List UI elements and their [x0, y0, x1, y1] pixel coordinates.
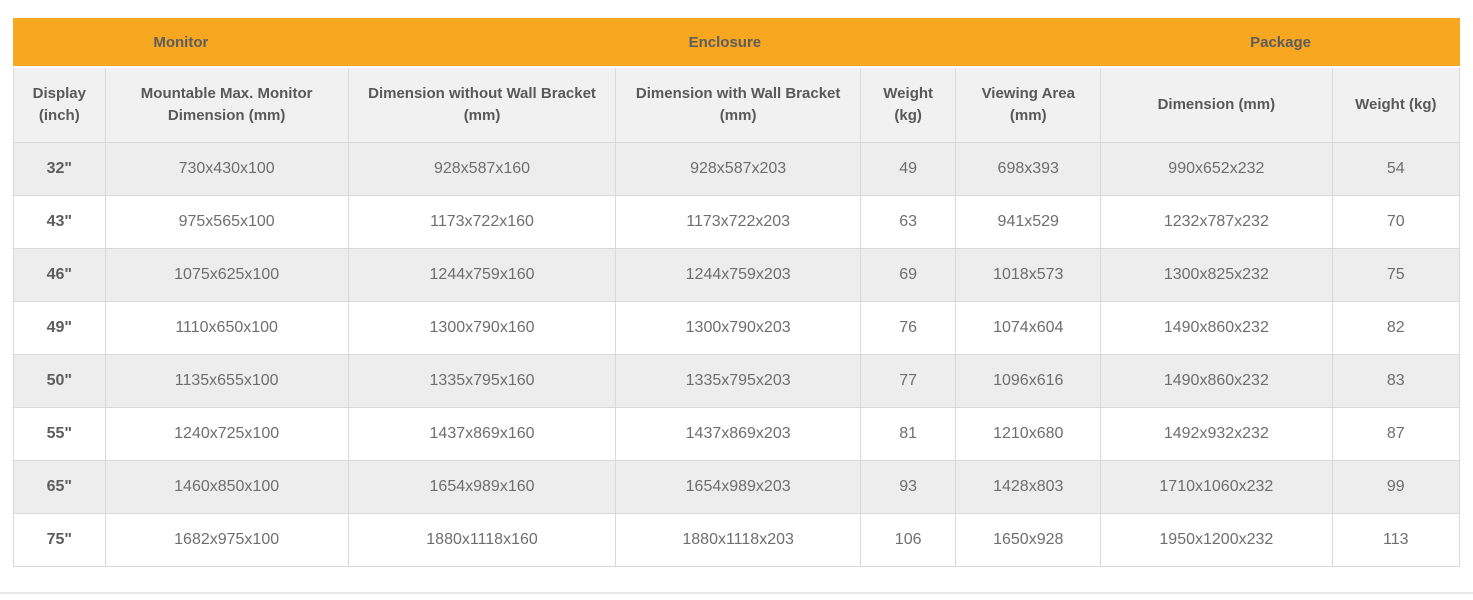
display-size-cell: 46"	[13, 249, 106, 302]
spec-value-cell: 1244x759x203	[616, 249, 861, 302]
bottom-divider	[0, 592, 1473, 594]
spec-value-cell: 990x652x232	[1101, 143, 1333, 196]
display-size-cell: 32"	[13, 143, 106, 196]
spec-value-cell: 49	[860, 143, 957, 196]
spec-value-cell: 1650x928	[956, 514, 1102, 567]
group-header-enclosure: Enclosure	[348, 18, 1102, 68]
spec-value-cell: 77	[860, 355, 957, 408]
spec-table: Monitor Enclosure Package Display (inch) Mo…	[13, 18, 1460, 567]
spec-value-cell: 1300x790x160	[348, 302, 617, 355]
column-header-3: Dimension with Wall Bracket (mm)	[616, 68, 861, 143]
table-row: 49" 1110x650x100 1300x790x160 1300x790x203 7…	[13, 302, 1460, 355]
spec-value-cell: 70	[1332, 196, 1460, 249]
spec-value-cell: 1428x803	[956, 461, 1102, 514]
spec-value-cell: 1335x795x160	[348, 355, 617, 408]
spec-value-cell: 1490x860x232	[1101, 302, 1333, 355]
display-size-cell: 55"	[13, 408, 106, 461]
spec-value-cell: 93	[860, 461, 957, 514]
display-size-cell: 43"	[13, 196, 106, 249]
column-header-row: Display (inch) Mountable Max. Monitor Dim…	[13, 68, 1460, 143]
spec-value-cell: 63	[860, 196, 957, 249]
spec-value-cell: 1880x1118x160	[348, 514, 617, 567]
display-size-cell: 75"	[13, 514, 106, 567]
spec-value-cell: 1244x759x160	[348, 249, 617, 302]
column-header-4: Weight (kg)	[860, 68, 957, 143]
group-header-monitor: Monitor	[13, 18, 349, 68]
spec-value-cell: 1437x869x203	[616, 408, 861, 461]
spec-value-cell: 975x565x100	[105, 196, 349, 249]
table-row: 75" 1682x975x100 1880x1118x160 1880x1118x20…	[13, 514, 1460, 567]
spec-value-cell: 1490x860x232	[1101, 355, 1333, 408]
spec-value-cell: 1492x932x232	[1101, 408, 1333, 461]
spec-value-cell: 730x430x100	[105, 143, 349, 196]
table-row: 55" 1240x725x100 1437x869x160 1437x869x203 8…	[13, 408, 1460, 461]
spec-value-cell: 1335x795x203	[616, 355, 861, 408]
column-header-2: Dimension without Wall Bracket (mm)	[348, 68, 617, 143]
spec-value-cell: 1710x1060x232	[1101, 461, 1333, 514]
table-row: 46" 1075x625x100 1244x759x160 1244x759x203 6…	[13, 249, 1460, 302]
spec-value-cell: 1096x616	[956, 355, 1102, 408]
spec-value-cell: 1654x989x203	[616, 461, 861, 514]
spec-value-cell: 99	[1332, 461, 1460, 514]
table-row: 32" 730x430x100 928x587x160 928x587x203 49 69…	[13, 143, 1460, 196]
spec-value-cell: 1074x604	[956, 302, 1102, 355]
spec-value-cell: 1232x787x232	[1101, 196, 1333, 249]
spec-table-body: 32" 730x430x100 928x587x160 928x587x203 49 69…	[13, 143, 1460, 567]
spec-value-cell: 106	[860, 514, 957, 567]
column-header-5: Viewing Area (mm)	[956, 68, 1102, 143]
spec-value-cell: 928x587x160	[348, 143, 617, 196]
spec-value-cell: 941x529	[956, 196, 1102, 249]
spec-value-cell: 1173x722x160	[348, 196, 617, 249]
spec-table-container: Monitor Enclosure Package Display (inch) Mo…	[13, 18, 1460, 567]
spec-value-cell: 1210x680	[956, 408, 1102, 461]
group-header-package: Package	[1101, 18, 1460, 68]
column-header-0: Display (inch)	[13, 68, 106, 143]
spec-value-cell: 1950x1200x232	[1101, 514, 1333, 567]
spec-value-cell: 1880x1118x203	[616, 514, 861, 567]
group-header-row: Monitor Enclosure Package	[13, 18, 1460, 68]
spec-value-cell: 69	[860, 249, 957, 302]
spec-value-cell: 1300x825x232	[1101, 249, 1333, 302]
display-size-cell: 49"	[13, 302, 106, 355]
spec-value-cell: 698x393	[956, 143, 1102, 196]
spec-value-cell: 1110x650x100	[105, 302, 349, 355]
column-header-7: Weight (kg)	[1332, 68, 1460, 143]
spec-value-cell: 928x587x203	[616, 143, 861, 196]
spec-value-cell: 83	[1332, 355, 1460, 408]
spec-value-cell: 87	[1332, 408, 1460, 461]
display-size-cell: 65"	[13, 461, 106, 514]
spec-value-cell: 1654x989x160	[348, 461, 617, 514]
spec-value-cell: 81	[860, 408, 957, 461]
display-size-cell: 50"	[13, 355, 106, 408]
spec-value-cell: 82	[1332, 302, 1460, 355]
spec-value-cell: 1075x625x100	[105, 249, 349, 302]
spec-value-cell: 1300x790x203	[616, 302, 861, 355]
spec-value-cell: 54	[1332, 143, 1460, 196]
spec-value-cell: 1018x573	[956, 249, 1102, 302]
spec-value-cell: 1173x722x203	[616, 196, 861, 249]
column-header-6: Dimension (mm)	[1101, 68, 1333, 143]
spec-value-cell: 1460x850x100	[105, 461, 349, 514]
column-header-1: Mountable Max. Monitor Dimension (mm)	[105, 68, 349, 143]
spec-value-cell: 75	[1332, 249, 1460, 302]
table-row: 50" 1135x655x100 1335x795x160 1335x795x203 7…	[13, 355, 1460, 408]
spec-value-cell: 76	[860, 302, 957, 355]
table-row: 43" 975x565x100 1173x722x160 1173x722x203 63…	[13, 196, 1460, 249]
spec-value-cell: 1240x725x100	[105, 408, 349, 461]
spec-value-cell: 113	[1332, 514, 1460, 567]
spec-value-cell: 1682x975x100	[105, 514, 349, 567]
spec-value-cell: 1135x655x100	[105, 355, 349, 408]
table-row: 65" 1460x850x100 1654x989x160 1654x989x203 9…	[13, 461, 1460, 514]
spec-value-cell: 1437x869x160	[348, 408, 617, 461]
